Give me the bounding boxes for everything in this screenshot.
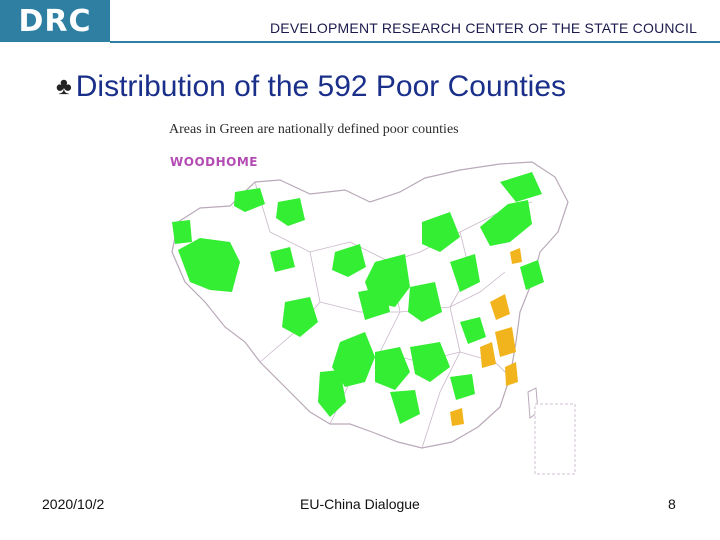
header-divider (110, 41, 720, 43)
page-number: 8 (668, 496, 676, 512)
map-caption: Areas in Green are nationally defined po… (169, 122, 459, 137)
footer-date: 2020/10/2 (42, 496, 105, 512)
poor-county-areas (172, 172, 544, 424)
slide-title-row: ♣ Distribution of the 592 Poor Counties (56, 70, 566, 104)
china-poor-counties-map (160, 142, 578, 478)
clover-bullet-icon: ♣ (56, 73, 72, 100)
south-china-sea-inset (534, 403, 576, 475)
organization-name: DEVELOPMENT RESEARCH CENTER OF THE STATE… (270, 20, 698, 36)
footer-title: EU-China Dialogue (300, 496, 420, 512)
drc-logo: DRC (0, 0, 110, 42)
eastern-highlights (450, 248, 522, 426)
slide-title: Distribution of the 592 Poor Counties (75, 70, 567, 103)
china-map-image (171, 161, 576, 475)
logo-text: DRC (18, 3, 92, 39)
map-brand-logo: WOODHOME (170, 155, 258, 169)
